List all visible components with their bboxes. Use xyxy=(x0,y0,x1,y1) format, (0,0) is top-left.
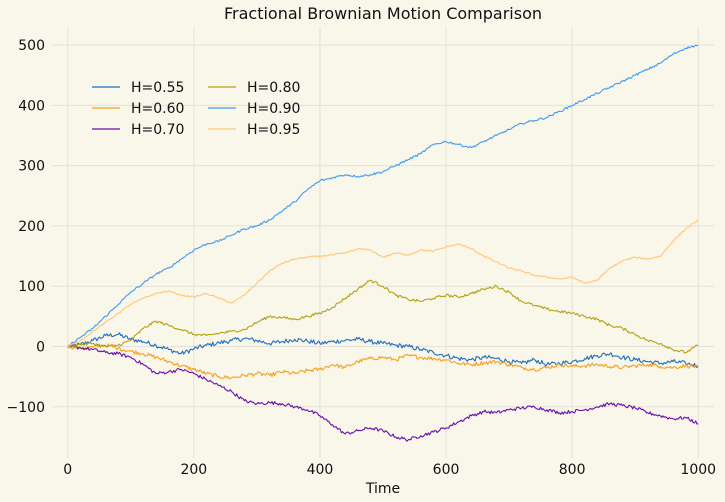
x-tick-label: 600 xyxy=(433,462,460,478)
y-axis-ticks: −100 0 100 200 300 400 500 xyxy=(7,38,45,416)
x-tick-label: 400 xyxy=(307,462,334,478)
y-tick-label: 500 xyxy=(18,38,45,54)
x-tick-label: 200 xyxy=(180,462,207,478)
series-line-4 xyxy=(67,44,699,347)
x-axis-title: Time xyxy=(365,481,400,497)
legend-label: H=0.60 xyxy=(131,101,184,117)
y-tick-label: −100 xyxy=(7,400,45,416)
legend-label: H=0.70 xyxy=(131,122,184,138)
x-axis-ticks: 0 200 400 600 800 1000 xyxy=(63,462,716,478)
series-line-3 xyxy=(67,279,699,354)
y-tick-label: 400 xyxy=(18,98,45,114)
series-line-2 xyxy=(67,344,699,442)
y-tick-label: 200 xyxy=(18,219,45,235)
series-lines xyxy=(67,44,699,442)
legend-label: H=0.80 xyxy=(247,80,300,96)
y-tick-label: 100 xyxy=(18,279,45,295)
legend: H=0.55 H=0.60 H=0.70 H=0.80 H=0.90 H=0.95 xyxy=(92,80,300,138)
y-tick-label: 0 xyxy=(36,339,45,355)
x-tick-label: 1000 xyxy=(680,462,716,478)
y-tick-label: 300 xyxy=(18,159,45,175)
series-line-0 xyxy=(67,332,699,369)
legend-label: H=0.90 xyxy=(247,101,300,117)
x-tick-label: 0 xyxy=(63,462,72,478)
series-line-5 xyxy=(67,219,699,347)
legend-label: H=0.95 xyxy=(247,122,300,138)
chart-title: Fractional Brownian Motion Comparison xyxy=(224,4,542,23)
series-line-1 xyxy=(67,343,699,380)
legend-label: H=0.55 xyxy=(131,80,184,96)
x-tick-label: 800 xyxy=(559,462,586,478)
